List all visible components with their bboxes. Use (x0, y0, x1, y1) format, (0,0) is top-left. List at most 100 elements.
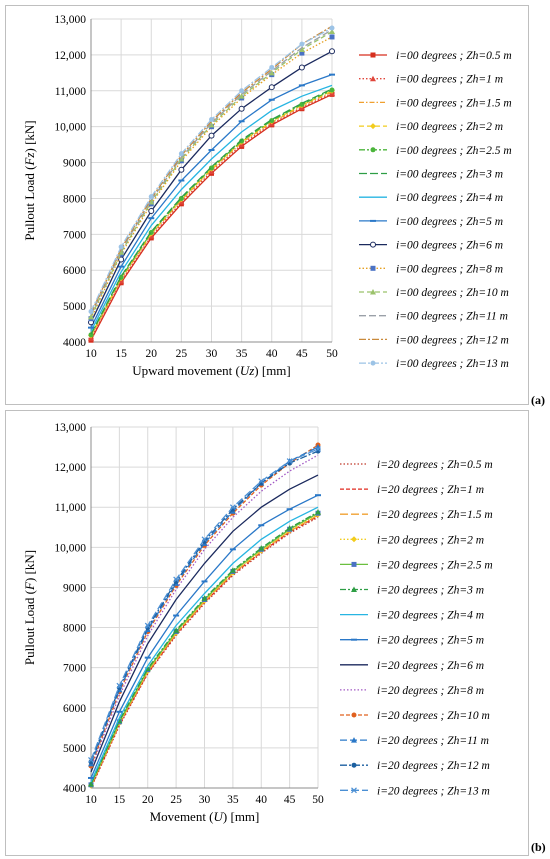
series-12 (90, 29, 333, 316)
legend-entry: i=00 degrees ; Zh=4 m (359, 192, 503, 204)
y-axis-title: Pullout Load (Fz) [kN] (22, 120, 37, 240)
legend-label: i=00 degrees ; Zh=11 m (396, 311, 508, 323)
x-tick-label: 25 (176, 348, 188, 360)
legend-marker (370, 289, 376, 295)
legend-label: i=00 degrees ; Zh=8 m (396, 263, 503, 275)
x-tick-label: 50 (312, 794, 324, 806)
chart-a-svg: 10 15 20 25 30 35 40 45 50 4000 5000 6000 7000 8000 90… (22, 14, 512, 378)
legend-entry: i=20 degrees ; Zh=2.5 m (340, 559, 493, 571)
x-tick-label: 10 (85, 348, 97, 360)
data-point (286, 458, 293, 465)
y-tick-label: 12,000 (54, 462, 86, 474)
legend-entry: i=20 degrees ; Zh=0.5 m (340, 459, 493, 471)
axis-title-part: Pullout Load ( (22, 590, 37, 665)
data-point (286, 525, 293, 531)
data-point (178, 151, 184, 157)
legend-label: i=20 degrees ; Zh=5 m (377, 635, 484, 647)
data-point (201, 595, 208, 601)
legend-label: i=00 degrees ; Zh=13 m (396, 358, 509, 370)
data-point (238, 93, 245, 99)
chart-panel-b: 10 15 20 25 30 35 40 45 50 4000 5000 6000 7000 8000 90… (5, 410, 529, 856)
axis-title-part: F (22, 581, 37, 591)
axis-title-part: Pullout Load ( (22, 166, 37, 241)
data-point (258, 545, 265, 551)
legend-entry: i=20 degrees ; Zh=5 m (340, 635, 484, 647)
legend-entry: i=20 degrees ; Zh=3 m (340, 585, 484, 597)
series-14 (88, 446, 321, 763)
legend-entry: i=20 degrees ; Zh=4 m (340, 610, 484, 622)
chart-b-svg: 10 15 20 25 30 35 40 45 50 4000 5000 6000 7000 8000 90… (22, 422, 493, 824)
data-point (88, 332, 94, 338)
legend-label: i=00 degrees ; Zh=0.5 m (396, 50, 512, 62)
legend-marker (370, 360, 376, 366)
axis-title-part: Uz (240, 363, 254, 378)
data-point (178, 195, 184, 201)
gridlines (90, 18, 333, 343)
y-tick-label: 4000 (63, 337, 86, 349)
data-point (299, 50, 305, 56)
axis-title-part: ) [mm] (254, 363, 290, 378)
data-point (88, 780, 94, 787)
data-point (238, 105, 245, 112)
x-tick-label: 30 (206, 348, 218, 360)
series-line (90, 90, 333, 336)
y-tick-label: 7000 (63, 229, 86, 241)
data-point (299, 41, 305, 47)
data-point (148, 194, 154, 200)
legend-label: i=20 degrees ; Zh=8 m (377, 685, 484, 697)
y-tick-label: 11,000 (55, 502, 86, 514)
x-axis-title: Movement (U) [mm] (150, 809, 260, 824)
data-point (315, 509, 321, 515)
data-point (208, 121, 215, 128)
data-point (173, 627, 180, 633)
gridlines (90, 426, 319, 789)
legend-entry: i=20 degrees ; Zh=12 m (340, 760, 490, 772)
legend-entry: i=00 degrees ; Zh=3 m (359, 169, 503, 181)
x-tick-label: 45 (284, 794, 296, 806)
legend-label: i=00 degrees ; Zh=3 m (396, 169, 503, 181)
y-axis-title: Pullout Load (F) [kN] (22, 550, 37, 665)
legend-entry: i=00 degrees ; Zh=12 m (359, 334, 509, 346)
y-tick-label: 12,000 (54, 50, 86, 62)
data-point (88, 756, 94, 763)
legend-entry: i=20 degrees ; Zh=6 m (340, 660, 484, 672)
y-tick-label: 10,000 (54, 542, 86, 554)
x-tick-label: 50 (326, 348, 338, 360)
legend-entry: i=20 degrees ; Zh=10 m (340, 710, 490, 722)
legend-label: i=00 degrees ; Zh=2.5 m (396, 145, 512, 157)
data-point (329, 25, 335, 31)
legend-label: i=00 degrees ; Zh=1.5 m (396, 97, 512, 109)
data-point (298, 64, 305, 71)
legend-marker (351, 737, 357, 743)
series-9 (90, 474, 319, 773)
legend-label: i=20 degrees ; Zh=13 m (377, 785, 490, 797)
legend-label: i=20 degrees ; Zh=10 m (377, 710, 490, 722)
series-8 (88, 73, 335, 329)
series-7 (90, 84, 333, 332)
legend-label: i=20 degrees ; Zh=3 m (377, 585, 484, 597)
legend-label: i=00 degrees ; Zh=5 m (396, 216, 503, 228)
legend-entry: i=00 degrees ; Zh=11 m (359, 311, 508, 323)
x-tick-label: 40 (266, 348, 278, 360)
legend-label: i=20 degrees ; Zh=4 m (377, 610, 484, 622)
data-point (329, 87, 335, 93)
legend-entry: i=00 degrees ; Zh=8 m (359, 263, 503, 275)
data-point (239, 88, 245, 94)
data-point (148, 208, 155, 215)
legend-label: i=00 degrees ; Zh=10 m (396, 287, 509, 299)
legend-marker (370, 123, 376, 130)
series-line (90, 88, 333, 335)
x-tick-label: 45 (296, 348, 308, 360)
axis-title-part: ) [kN] (22, 120, 37, 152)
panel-b-label: (b) (531, 840, 546, 854)
legend-marker (370, 52, 376, 58)
data-point (268, 84, 275, 91)
y-tick-label: 4000 (63, 783, 86, 795)
series-8 (88, 494, 321, 779)
series-line (90, 29, 333, 316)
data-point (88, 313, 94, 320)
series-line (90, 84, 333, 332)
y-tick-label: 11,000 (55, 86, 86, 98)
legend-entry: i=00 degrees ; Zh=10 m (359, 287, 509, 299)
legend-entry: i=00 degrees ; Zh=2 m (359, 121, 503, 133)
